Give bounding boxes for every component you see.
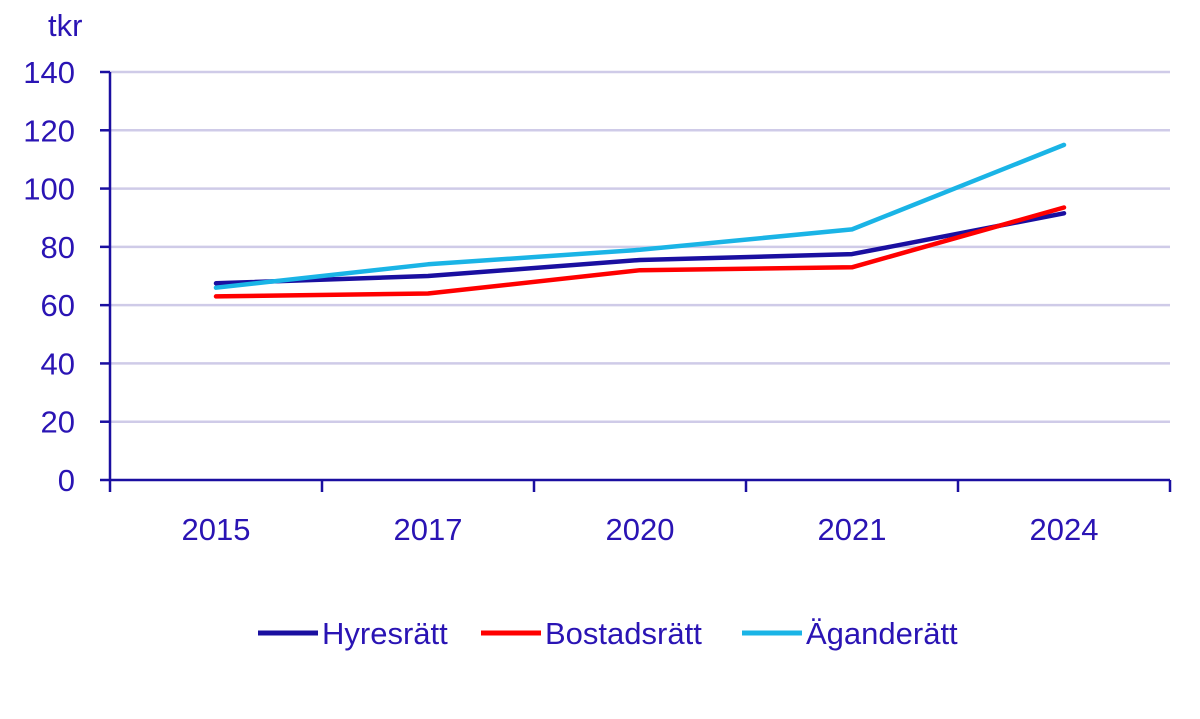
y-tick-label: 60: [41, 288, 75, 323]
legend-label: Äganderätt: [806, 616, 958, 651]
y-tick-label: 20: [41, 405, 75, 440]
series-lines: [213, 142, 1067, 299]
series-line: [213, 211, 1067, 286]
series-line: [213, 142, 1067, 290]
x-tick-label: 2015: [182, 512, 251, 547]
y-axis-ticks: 0 20 40 60 80 100 120 140: [23, 55, 110, 498]
series-line: [213, 205, 1067, 299]
y-axis-unit-label: tkr: [48, 8, 82, 43]
axes: [108, 72, 1170, 482]
y-tick-label: 40: [41, 346, 75, 381]
y-tick-label: 120: [23, 113, 75, 148]
y-tick-label: 0: [58, 463, 75, 498]
legend: Hyresrätt Bostadsrätt Äganderätt: [258, 616, 958, 651]
x-tick-label: 2017: [394, 512, 463, 547]
gridlines: [110, 70, 1170, 423]
x-tick-label: 2024: [1030, 512, 1099, 547]
x-tick-label: 2020: [606, 512, 675, 547]
y-tick-label: 80: [41, 230, 75, 265]
y-tick-label: 100: [23, 172, 75, 207]
x-tick-label: 2021: [818, 512, 887, 547]
legend-label: Hyresrätt: [322, 616, 448, 651]
legend-label: Bostadsrätt: [545, 616, 702, 651]
x-axis-ticks: 2015 2017 2020 2021 2024: [108, 480, 1172, 547]
y-tick-label: 140: [23, 55, 75, 90]
